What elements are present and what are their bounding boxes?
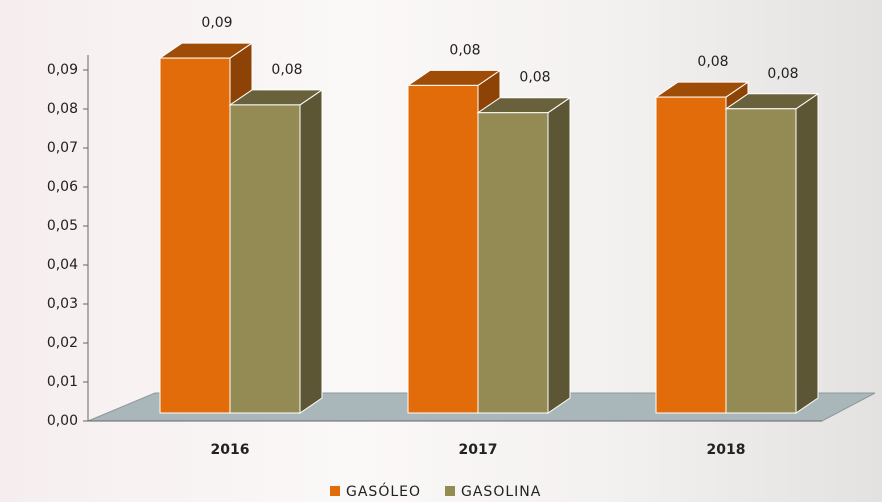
y-tick-label: 0,04	[47, 257, 78, 273]
bar	[230, 105, 300, 413]
y-tick-label: 0,00	[47, 413, 78, 429]
y-tick-label: 0,02	[47, 335, 78, 351]
value-label: 0,08	[697, 54, 728, 70]
bar	[160, 58, 230, 413]
y-tick-label: 0,08	[47, 101, 78, 117]
legend-swatch	[330, 486, 340, 496]
value-label: 0,09	[201, 15, 232, 31]
chart: 0,00 0,01 0,02 0,03 0,04 0,05 0,06 0,07 0,08 0,09…	[0, 0, 882, 502]
x-tick-label: 2017	[459, 442, 498, 458]
bar-side	[796, 94, 818, 413]
bar	[726, 109, 796, 413]
legend-label: GASOLINA	[461, 484, 541, 500]
bar	[656, 97, 726, 413]
y-tick-label: 0,06	[47, 179, 78, 195]
bar	[408, 85, 478, 413]
x-tick-label: 2018	[707, 442, 746, 458]
bar	[478, 113, 548, 413]
x-tick-label: 2016	[211, 442, 250, 458]
legend-label: GASÓLEO	[346, 482, 421, 500]
value-label: 0,08	[767, 66, 798, 82]
value-label: 0,08	[271, 62, 302, 78]
bar-side	[548, 98, 570, 413]
y-tick-label: 0,09	[47, 62, 78, 78]
y-tick-label: 0,03	[47, 296, 78, 312]
y-tick-label: 0,01	[47, 374, 78, 390]
legend-swatch	[445, 486, 455, 496]
y-tick-label: 0,05	[47, 218, 78, 234]
bar-side	[300, 90, 322, 413]
value-label: 0,08	[449, 42, 480, 58]
y-tick-label: 0,07	[47, 140, 78, 156]
value-label: 0,08	[519, 70, 550, 86]
